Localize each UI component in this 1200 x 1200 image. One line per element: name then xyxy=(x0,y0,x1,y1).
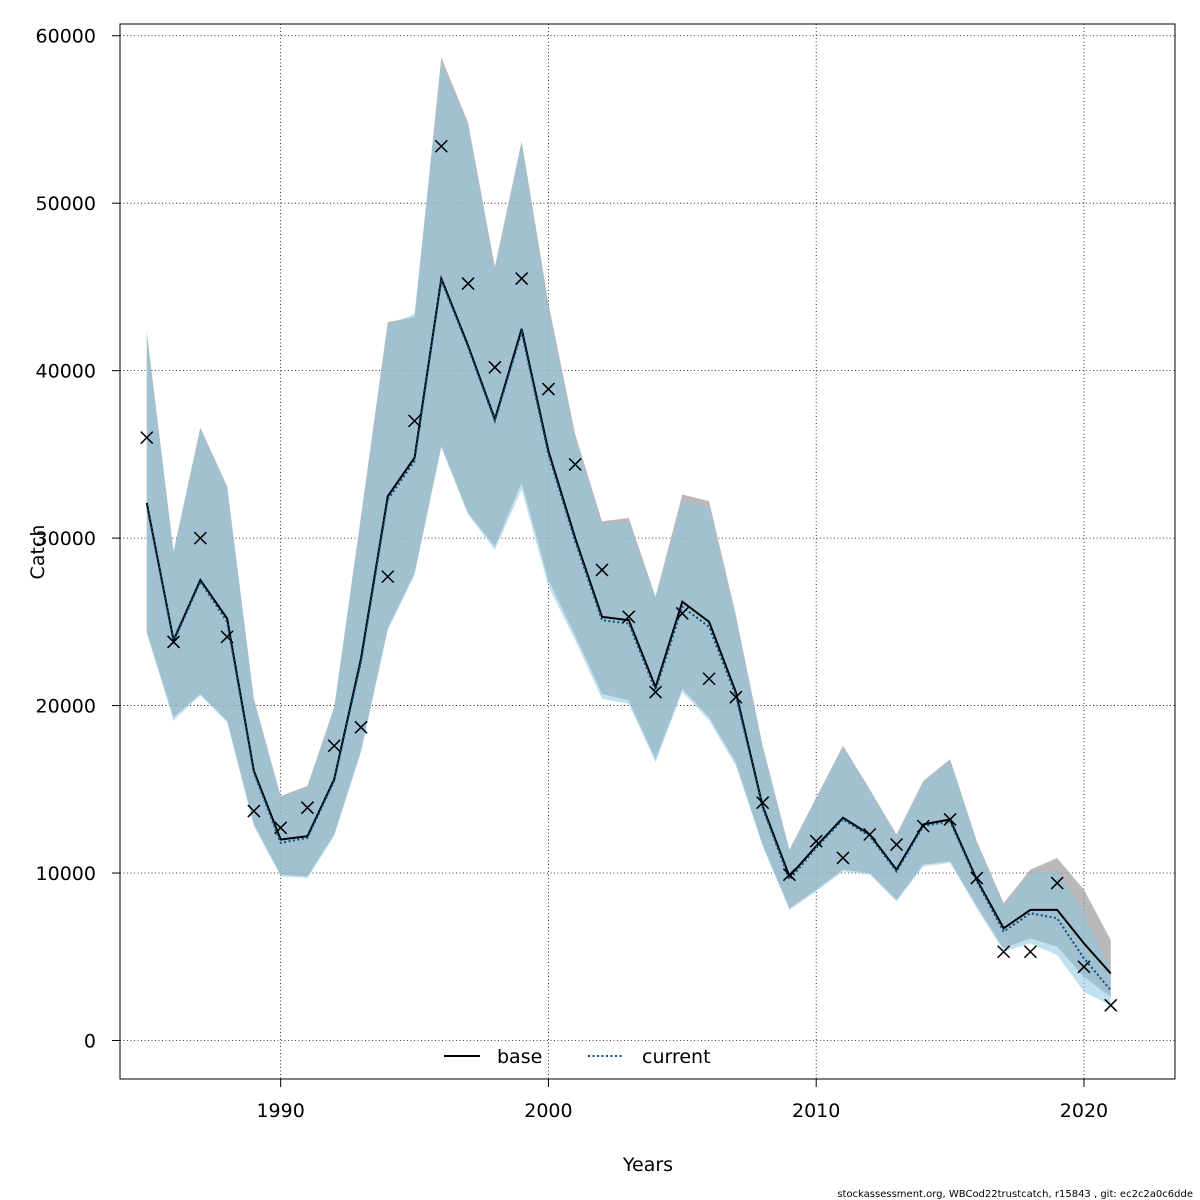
axes: 1990 2000 2010 2020 0 10000 20000 30000 40000 500… xyxy=(36,26,1109,1122)
observed-point xyxy=(916,819,930,833)
observed-point xyxy=(997,945,1011,959)
observed-point xyxy=(1077,960,1091,974)
observed-point xyxy=(327,739,341,753)
x-tick-label: 2010 xyxy=(792,1100,840,1122)
x-tick-label: 2000 xyxy=(524,1100,572,1122)
observed-point xyxy=(541,382,555,396)
observed-point xyxy=(1050,876,1064,890)
observed-point xyxy=(274,821,288,835)
observed-point xyxy=(595,563,609,577)
observed-point xyxy=(782,868,796,882)
observed-point xyxy=(1104,998,1118,1012)
observed-point xyxy=(220,630,234,644)
y-axis-title: Catch xyxy=(27,525,49,580)
legend-base-label: base xyxy=(497,1046,542,1068)
observed-point xyxy=(354,720,368,734)
y-tick-label: 0 xyxy=(84,1030,96,1052)
observed-point xyxy=(729,690,743,704)
y-tick-label: 50000 xyxy=(36,193,96,215)
observed-point xyxy=(568,457,582,471)
y-tick-label: 60000 xyxy=(36,26,96,48)
y-tick-label: 30000 xyxy=(36,528,96,550)
observed-point xyxy=(461,277,475,291)
x-tick-label: 2020 xyxy=(1060,1100,1108,1122)
observed-point xyxy=(381,570,395,584)
observed-point xyxy=(970,871,984,885)
observed-point xyxy=(649,685,663,699)
observed-point xyxy=(300,801,314,815)
plot-frame xyxy=(119,23,1176,1080)
observed-point xyxy=(702,672,716,686)
legend-current-label: current xyxy=(642,1046,711,1068)
observed-point xyxy=(193,531,207,545)
band-current xyxy=(146,64,1111,1006)
observed-point xyxy=(167,635,181,649)
observed-points xyxy=(140,139,1118,1012)
observed-point xyxy=(863,827,877,842)
confidence-bands xyxy=(146,57,1111,1006)
observed-point xyxy=(408,414,422,428)
observed-point xyxy=(1023,945,1037,959)
y-tick-label: 20000 xyxy=(36,696,96,718)
footer-text: stockassessment.org, WBCod22trustcatch, … xyxy=(837,1189,1193,1200)
series-line-current xyxy=(145,276,1112,991)
observed-point xyxy=(889,838,904,852)
observed-point xyxy=(488,360,502,374)
observed-point xyxy=(675,606,689,620)
y-tick-label: 40000 xyxy=(36,361,96,383)
observed-point xyxy=(434,139,448,153)
x-tick-label: 1990 xyxy=(256,1100,304,1122)
y-tick-label: 10000 xyxy=(36,863,96,885)
observed-point xyxy=(622,610,636,624)
observed-point xyxy=(809,834,823,848)
legend: base current xyxy=(444,1046,711,1068)
observed-point xyxy=(140,431,154,445)
observed-point xyxy=(515,272,529,286)
observed-point xyxy=(247,804,261,818)
observed-point xyxy=(756,796,770,810)
observed-point xyxy=(943,812,957,826)
observed-point xyxy=(836,851,850,865)
x-axis-title: Years xyxy=(622,1154,673,1176)
